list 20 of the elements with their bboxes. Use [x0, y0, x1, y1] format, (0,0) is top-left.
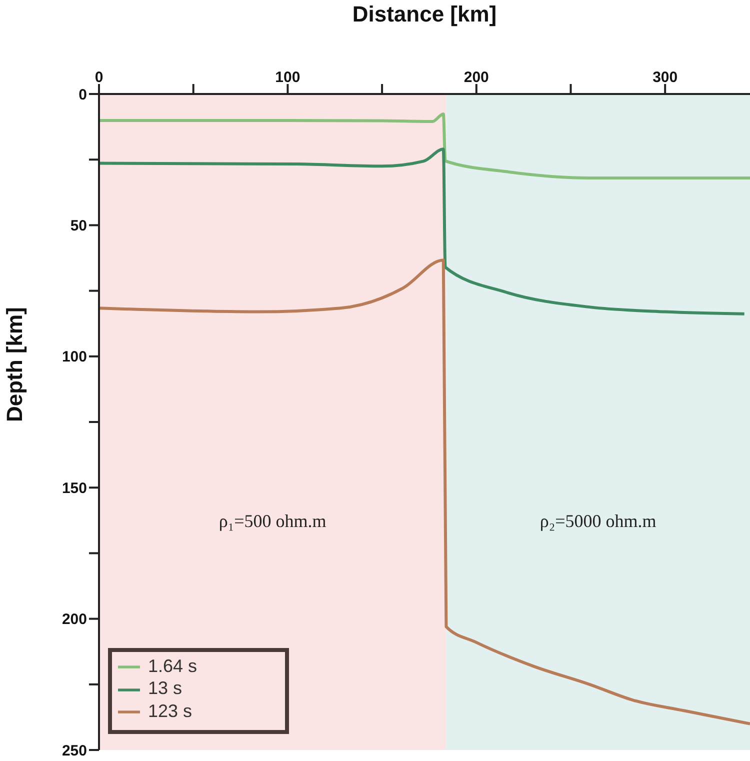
- line-series: [99, 112, 750, 180]
- legend-label: 1.64 s: [148, 656, 198, 676]
- x-tick-label: 300: [652, 69, 678, 86]
- x-tick-label: 0: [94, 69, 104, 86]
- x-tick-label: 100: [275, 69, 300, 86]
- y-tick-label: 150: [62, 480, 87, 497]
- legend-label: 13 s: [148, 678, 182, 698]
- band-label: ρ₁=500 ohm.m: [218, 510, 326, 531]
- line-series: [99, 258, 750, 726]
- line-series: [99, 148, 746, 316]
- x-axis-title: Distance [km]: [352, 2, 497, 27]
- y-tick-label: 0: [78, 86, 87, 104]
- y-tick-label: 100: [62, 348, 87, 366]
- x-tick-label: 200: [464, 69, 489, 86]
- y-axis-title: Depth [km]: [2, 307, 27, 422]
- legend-label: 123 s: [148, 700, 192, 720]
- y-tick-label: 50: [70, 218, 87, 235]
- band-label: ρ₂=5000 ohm.m: [540, 510, 656, 531]
- y-tick-label: 200: [62, 611, 87, 628]
- y-tick-label: 250: [62, 742, 87, 760]
